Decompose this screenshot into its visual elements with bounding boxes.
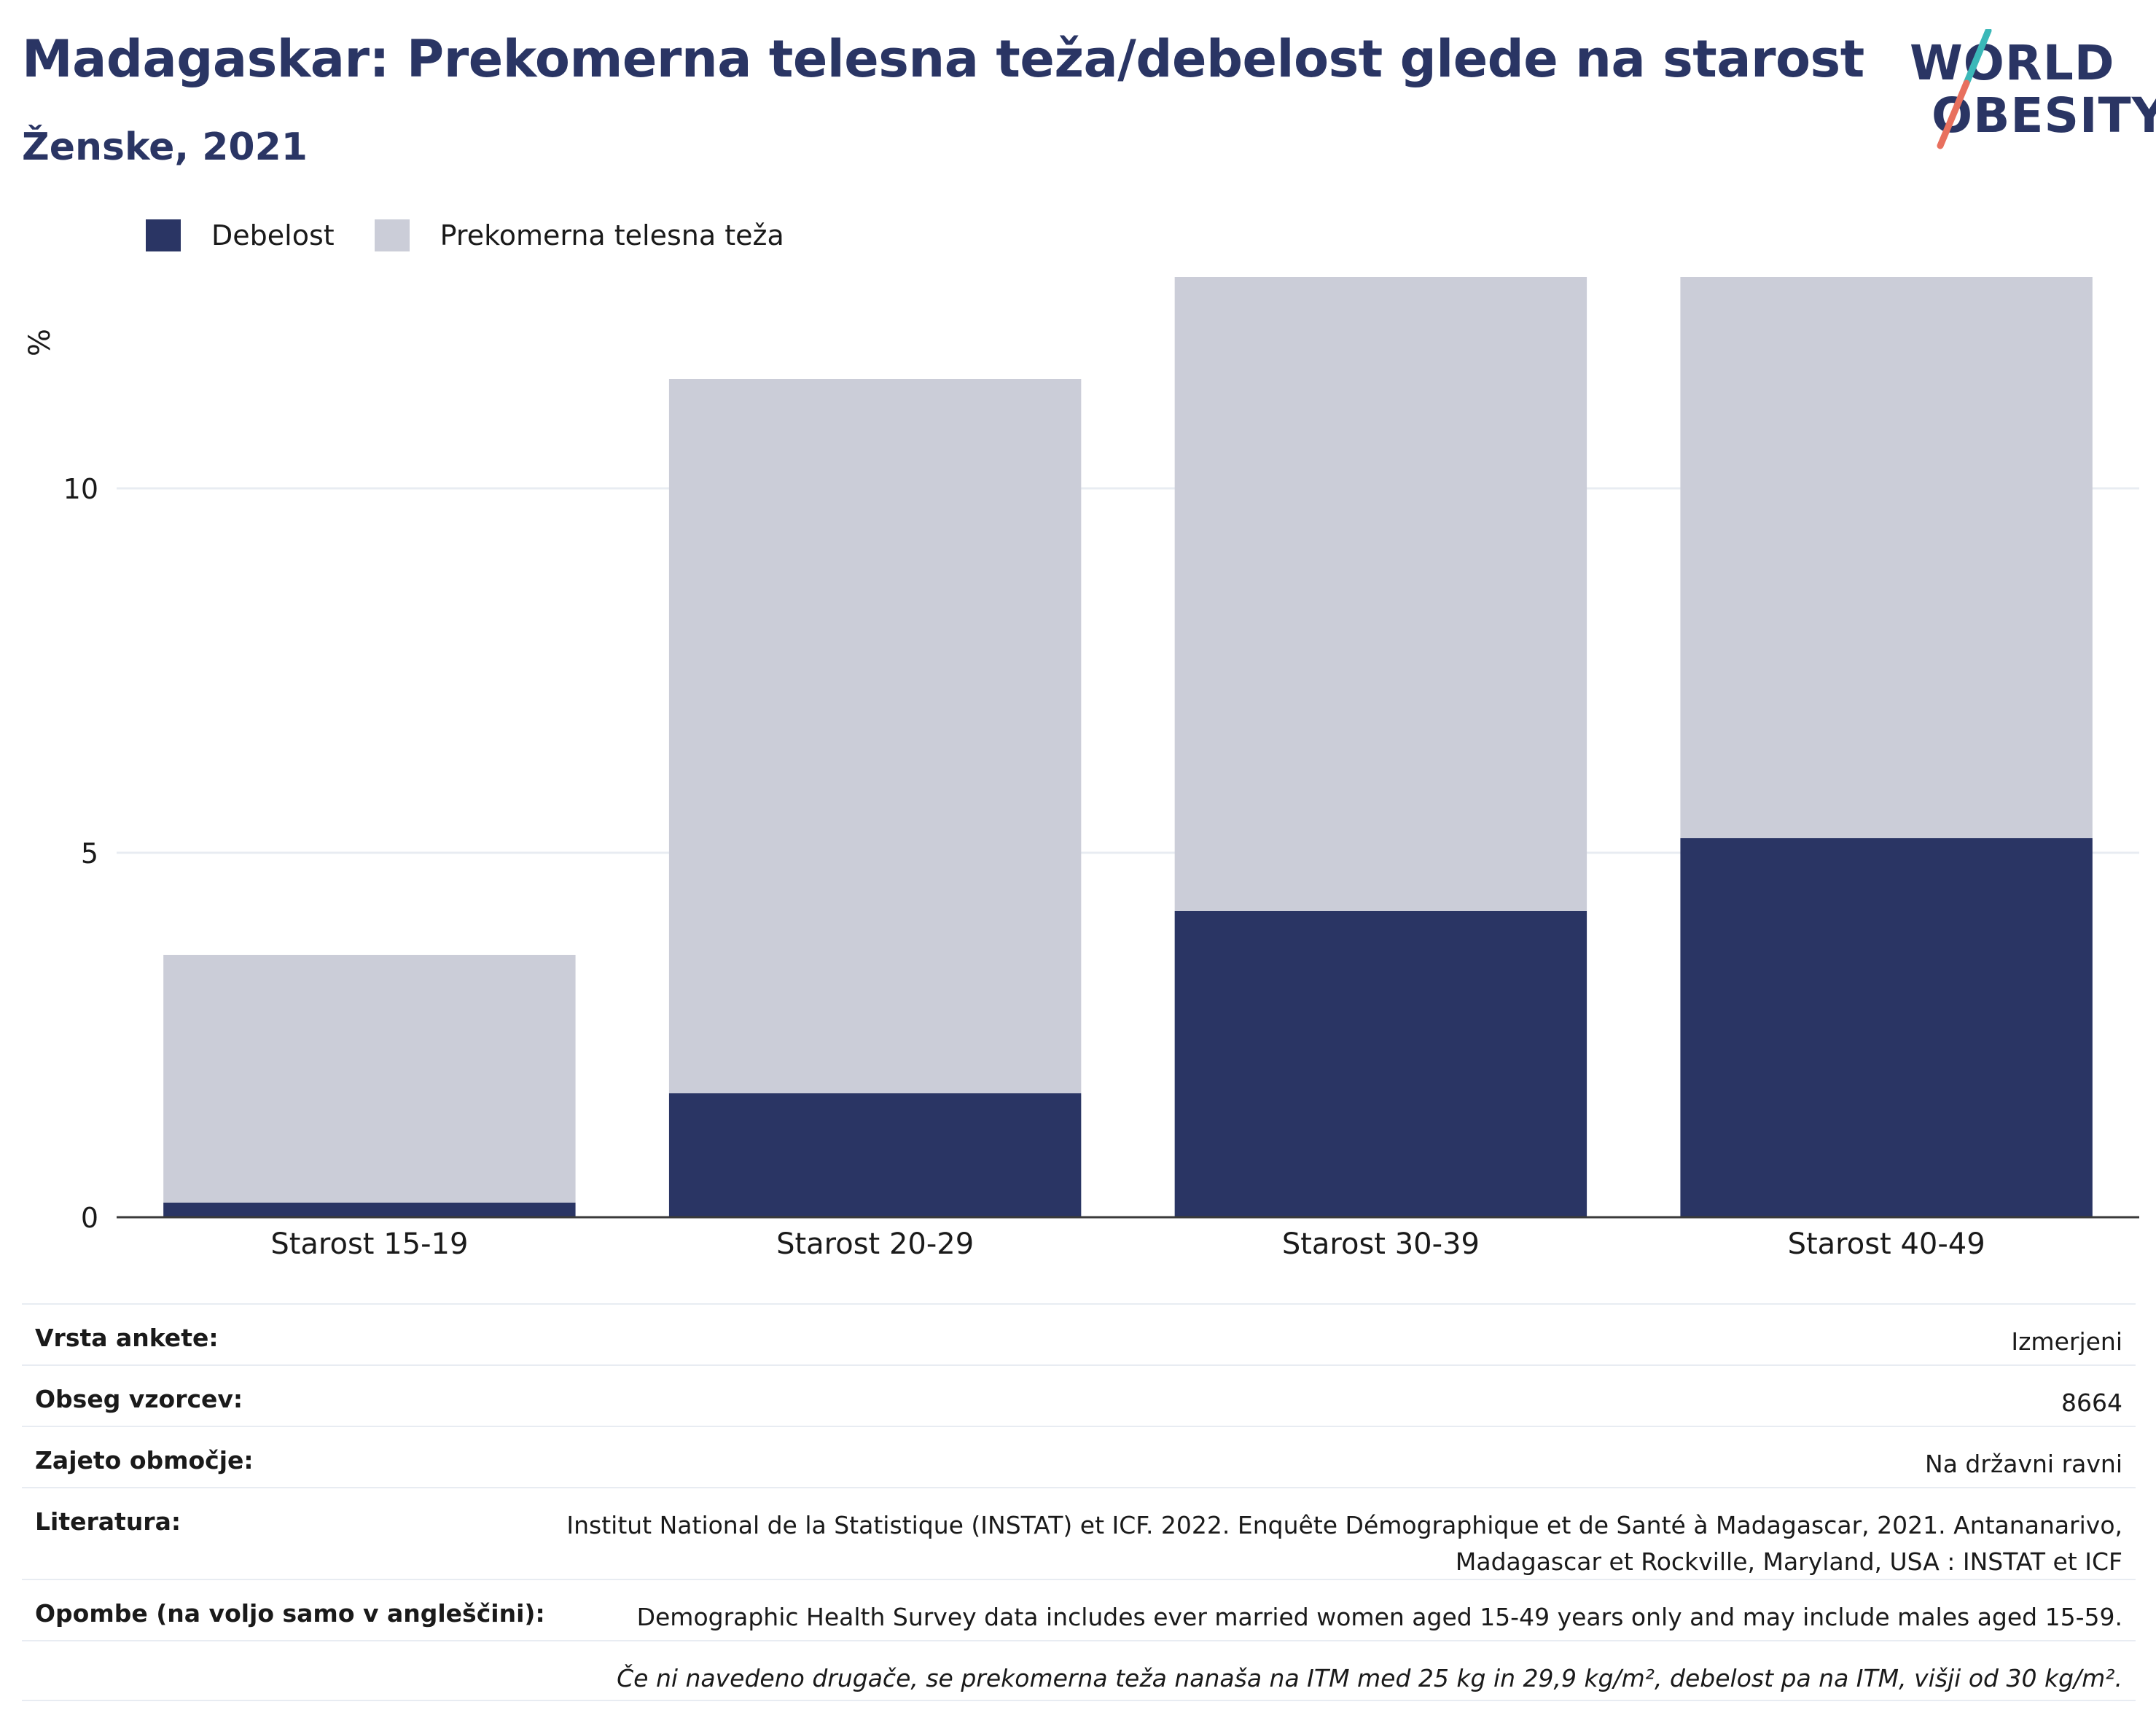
reference-line-1: Institut National de la Statistique (INS… (566, 1511, 2122, 1539)
y-tick-label: 10 (63, 473, 98, 505)
info-row-reference: Literatura: Institut National de la Stat… (22, 1487, 2136, 1579)
x-tick-label: Starost 30-39 (1282, 1227, 1480, 1261)
legend-item-overweight: Prekomerna telesna teža (374, 219, 784, 251)
logo-slash-icon (1937, 29, 1992, 149)
reference-line-2: Madagascar et Rockville, Maryland, USA :… (1455, 1547, 2122, 1576)
chart-subtitle: Ženske, 2021 (22, 125, 308, 169)
info-value-survey-type: Izmerjeni (2011, 1327, 2122, 1356)
info-footnote: Če ni navedeno drugače, se prekomerna te… (617, 1664, 2122, 1692)
x-tick-label: Starost 20-29 (776, 1227, 974, 1261)
legend-label-overweight: Prekomerna telesna teža (440, 219, 784, 251)
chart-title: Madagaskar: Prekomerna telesna teža/debe… (22, 29, 1864, 89)
info-label-sample-size: Obseg vzorcev: (35, 1385, 243, 1413)
chart-legend: Debelost Prekomerna telesna teža (146, 217, 824, 254)
logo-line-1: WORLD (1910, 35, 2115, 91)
y-axis-label: % (23, 329, 57, 356)
info-label-notes: Opombe (na voljo samo v angleščini): (35, 1599, 545, 1628)
survey-info-table: Vrsta ankete: Izmerjeni Obseg vzorcev: 8… (22, 1303, 2136, 1701)
legend-swatch-obesity (146, 219, 181, 251)
world-obesity-logo: WORLD OBESITY (1902, 29, 2156, 160)
logo-line-2: OBESITY (1932, 87, 2156, 144)
bar-obesity (1680, 838, 2093, 1217)
bar-overweight (163, 955, 576, 1203)
info-value-notes: Demographic Health Survey data includes … (636, 1603, 2122, 1631)
x-tick-label: Starost 40-49 (1788, 1227, 1985, 1261)
info-value-sample-size: 8664 (2061, 1389, 2122, 1417)
info-row-coverage: Zajeto območje: Na državni ravni (22, 1426, 2136, 1487)
y-tick-label: 0 (81, 1202, 98, 1234)
bar-obesity (668, 1093, 1082, 1217)
bar-overweight (1174, 277, 1587, 911)
info-value-coverage: Na državni ravni (1925, 1450, 2122, 1478)
info-row-survey-type: Vrsta ankete: Izmerjeni (22, 1303, 2136, 1364)
legend-swatch-overweight (374, 219, 410, 251)
y-tick-label: 5 (81, 837, 98, 870)
legend-label-obesity: Debelost (211, 219, 335, 251)
bar-overweight (1680, 277, 2093, 838)
info-label-survey-type: Vrsta ankete: (35, 1324, 219, 1352)
info-row-sample-size: Obseg vzorcev: 8664 (22, 1364, 2136, 1426)
legend-item-obesity: Debelost (146, 219, 335, 251)
info-row-notes: Opombe (na voljo samo v angleščini): Dem… (22, 1579, 2136, 1640)
info-row-footnote: Če ni navedeno drugače, se prekomerna te… (22, 1640, 2136, 1701)
bar-obesity (163, 1203, 576, 1217)
info-label-coverage: Zajeto območje: (35, 1446, 254, 1475)
bar-overweight (668, 379, 1082, 1093)
x-tick-label: Starost 15-19 (270, 1227, 468, 1261)
info-label-reference: Literatura: (35, 1507, 181, 1536)
info-value-reference: Institut National de la Statistique (INS… (566, 1507, 2122, 1579)
bar-obesity (1174, 911, 1587, 1217)
